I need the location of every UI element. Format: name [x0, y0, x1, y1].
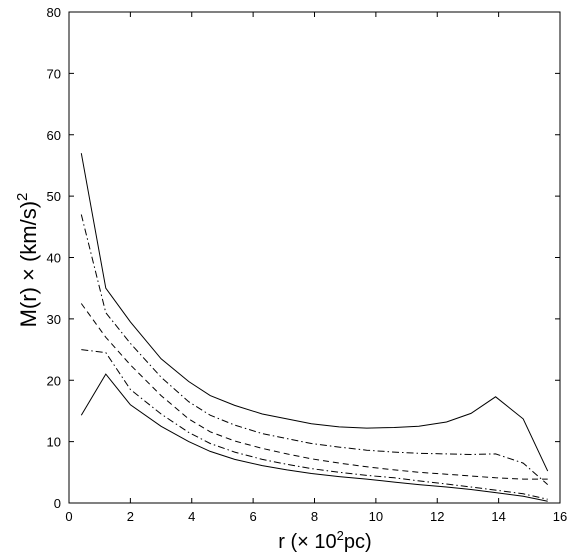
series-line-2 [80, 214, 549, 485]
x-axis-label-end: pc) [344, 531, 372, 553]
x-tick-label: 16 [553, 509, 567, 524]
y-axis-label-main: M(r) × (km/s) [16, 201, 41, 327]
x-axis-label-superscript: 2 [337, 528, 344, 543]
x-tick-label: 2 [127, 509, 134, 524]
y-tick-label: 50 [47, 189, 61, 204]
x-tick-label: 4 [188, 509, 195, 524]
x-tick-label: 12 [430, 509, 444, 524]
series-line-4 [81, 349, 548, 500]
x-tick-label: 8 [311, 509, 318, 524]
x-tick-label: 14 [491, 509, 505, 524]
y-tick-label: 40 [47, 251, 61, 266]
y-tick-label: 70 [47, 66, 61, 81]
y-axis-label: M(r) × (km/s)2 [14, 193, 41, 328]
y-tick-label: 30 [47, 312, 61, 327]
y-axis-label-superscript: 2 [14, 193, 31, 201]
y-tick-label: 20 [47, 373, 61, 388]
plot-frame [68, 11, 561, 504]
series-line-1 [80, 153, 549, 472]
series-line-5 [80, 373, 548, 502]
x-axis-label: r (× 102pc) [278, 528, 371, 553]
y-tick-label: 60 [47, 128, 61, 143]
x-axis-label-main: r (× 10 [278, 531, 336, 553]
series-line-3 [80, 303, 548, 480]
x-tick-label: 6 [250, 509, 257, 524]
y-tick-label: 80 [47, 5, 61, 20]
y-tick-label: 0 [54, 496, 61, 511]
x-tick-label: 0 [65, 509, 72, 524]
y-tick-label: 10 [47, 435, 61, 450]
x-tick-label: 10 [369, 509, 383, 524]
